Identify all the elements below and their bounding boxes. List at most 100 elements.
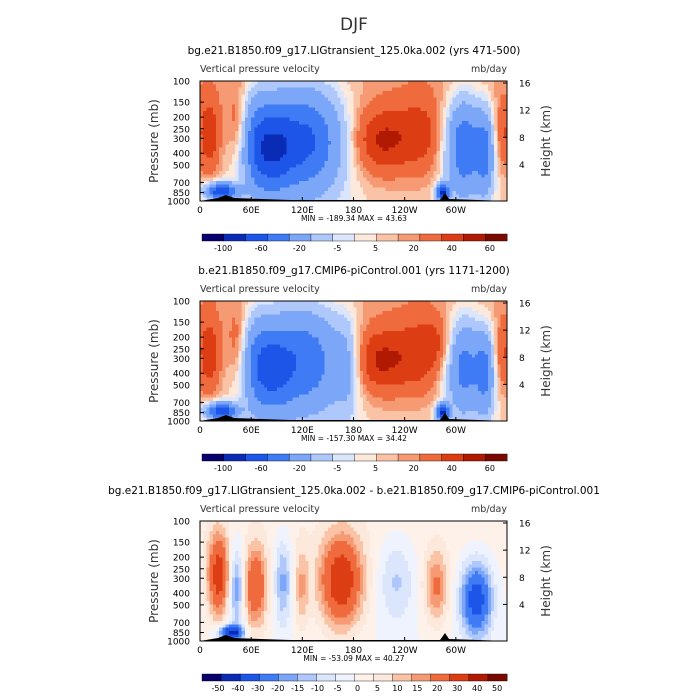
heatmap-cell xyxy=(219,177,223,182)
heatmap-cell xyxy=(302,177,306,182)
heatmap-cell xyxy=(366,154,370,158)
heatmap-cell xyxy=(283,91,287,95)
heatmap-cell xyxy=(500,181,505,185)
heatmap-cell xyxy=(491,307,495,312)
heatmap-cell xyxy=(500,184,505,188)
heatmap-cell xyxy=(260,157,265,162)
heatmap-cell xyxy=(491,337,495,342)
heatmap-cell xyxy=(267,111,271,115)
heatmap-cell xyxy=(305,144,310,148)
heatmap-cell xyxy=(369,177,373,182)
heatmap-cell xyxy=(465,164,469,168)
heatmap-cell xyxy=(452,331,457,335)
heatmap-cell xyxy=(427,187,431,192)
heatmap-cell xyxy=(497,347,501,352)
heatmap-cell xyxy=(407,81,412,85)
heatmap-cell xyxy=(417,151,421,155)
heatmap-cell xyxy=(430,111,434,115)
heatmap-cell xyxy=(465,314,469,318)
heatmap-cell xyxy=(225,161,230,165)
heatmap-cell xyxy=(337,117,342,122)
heatmap-cell xyxy=(481,184,485,188)
heatmap-cell xyxy=(356,191,361,195)
heatmap-cell xyxy=(324,327,329,332)
heatmap-cell xyxy=(215,144,220,148)
heatmap-cell xyxy=(337,161,342,165)
heatmap-cell xyxy=(353,137,357,142)
heatmap-cell xyxy=(327,344,332,348)
heatmap-cell xyxy=(241,97,246,102)
heatmap-cell xyxy=(379,334,383,338)
heatmap-cell xyxy=(244,344,249,348)
heatmap-cell xyxy=(247,337,252,342)
heatmap-cell xyxy=(228,314,233,318)
heatmap-cell xyxy=(388,154,393,158)
heatmap-cell xyxy=(494,181,498,185)
heatmap-cell xyxy=(292,87,297,92)
heatmap-cell xyxy=(231,301,236,305)
heatmap-cell xyxy=(420,317,425,322)
heatmap-cell xyxy=(423,91,428,95)
heatmap-cell xyxy=(436,167,441,172)
heatmap-cell xyxy=(206,321,210,325)
heatmap-cell xyxy=(500,91,505,95)
heatmap-cell xyxy=(500,304,505,308)
heatmap-cell xyxy=(372,181,377,185)
heatmap-cell xyxy=(219,84,223,88)
heatmap-cell xyxy=(238,151,242,155)
heatmap-cell xyxy=(372,101,377,105)
heatmap-cell xyxy=(321,307,326,312)
heatmap-cell xyxy=(244,97,249,102)
heatmap-cell xyxy=(356,341,361,345)
heatmap-cell xyxy=(209,117,214,122)
heatmap-cell xyxy=(433,137,437,142)
heatmap-cell xyxy=(385,314,389,318)
heatmap-cell xyxy=(289,121,294,125)
heatmap-cell xyxy=(238,164,242,168)
heatmap-cell xyxy=(462,117,466,122)
heatmap-cell xyxy=(375,127,380,132)
heatmap-cell xyxy=(363,84,367,88)
heatmap-cell xyxy=(273,97,278,102)
heatmap-cell xyxy=(455,131,460,135)
heatmap-cell xyxy=(366,337,370,342)
heatmap-cell xyxy=(455,187,460,192)
heatmap-cell xyxy=(414,191,418,195)
heatmap-cell xyxy=(343,347,348,352)
heatmap-cell xyxy=(436,314,441,318)
heatmap-cell xyxy=(481,94,485,98)
heatmap-cell xyxy=(267,101,271,105)
heatmap-cell xyxy=(497,314,501,318)
heatmap-cell xyxy=(494,311,498,315)
heatmap-cell xyxy=(321,111,326,115)
heatmap-cell xyxy=(295,341,300,345)
heatmap-cell xyxy=(411,114,415,118)
heatmap-cell xyxy=(209,331,214,335)
heatmap-cell xyxy=(427,181,431,185)
heatmap-cell xyxy=(273,137,278,142)
heatmap-cell xyxy=(241,134,246,138)
heatmap-cell xyxy=(369,141,373,145)
heatmap-cell xyxy=(487,197,492,202)
heatmap-cell xyxy=(439,121,444,125)
heatmap-cell xyxy=(295,91,300,95)
heatmap-cell xyxy=(385,94,389,98)
heatmap-cell xyxy=(375,321,380,325)
heatmap-cell xyxy=(251,317,255,322)
heatmap-cell xyxy=(331,327,335,332)
heatmap-cell xyxy=(267,117,271,122)
heatmap-cell xyxy=(270,137,274,142)
heatmap-cell xyxy=(491,327,495,332)
heatmap-cell xyxy=(462,144,466,148)
heatmap-cell xyxy=(414,164,418,168)
heatmap-cell xyxy=(487,194,492,198)
heatmap-cell xyxy=(331,147,335,152)
heatmap-cell xyxy=(398,81,402,85)
heatmap-cell xyxy=(356,324,361,328)
heatmap-cell xyxy=(305,84,310,88)
heatmap-cell xyxy=(241,144,246,148)
heatmap-cell xyxy=(302,141,306,145)
heatmap-cell xyxy=(257,184,262,188)
heatmap-cell xyxy=(481,341,485,345)
heatmap-cell xyxy=(411,191,415,195)
